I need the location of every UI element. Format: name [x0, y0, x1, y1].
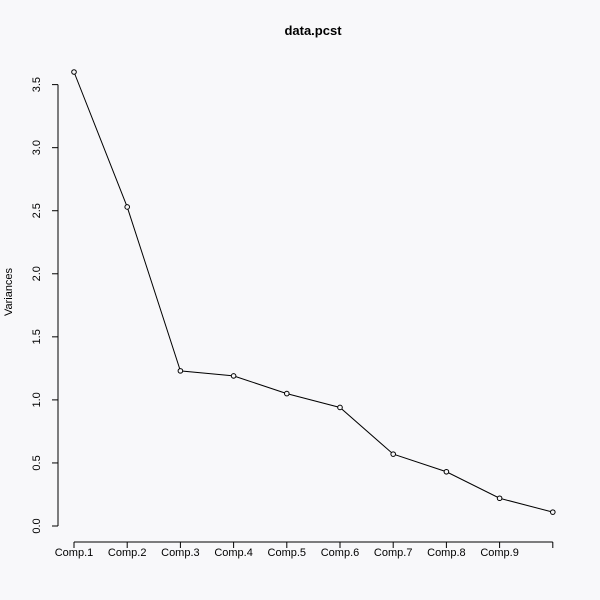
y-tick-label: 2.5 — [31, 203, 43, 218]
data-point — [443, 468, 450, 475]
y-axis-label: Variances — [3, 267, 15, 316]
series-line — [73, 71, 553, 513]
x-tick-label: Comp.9 — [480, 547, 519, 559]
y-tick-label: 2.0 — [31, 266, 43, 281]
data-point — [337, 404, 343, 411]
x-tick-label: Comp.8 — [427, 547, 466, 559]
data-point — [284, 390, 290, 397]
y-tick-label: 1.5 — [31, 329, 43, 344]
x-tick-label: Comp.2 — [108, 547, 147, 559]
data-point — [390, 451, 397, 457]
x-tick-label: Comp.4 — [214, 547, 253, 559]
data-point — [71, 69, 77, 75]
data-point — [496, 495, 503, 502]
y-tick-label: 1.0 — [31, 392, 43, 407]
series-variances — [71, 69, 556, 515]
y-tick-label: 0.5 — [31, 455, 43, 470]
data-point — [124, 204, 130, 210]
data-point — [550, 509, 556, 515]
data-point — [177, 368, 184, 374]
data-point — [230, 373, 237, 379]
y-tick-label: 3.5 — [31, 77, 43, 92]
x-tick-label: Comp.1 — [55, 547, 94, 559]
x-tick-label: Comp.3 — [161, 547, 200, 559]
x-tick-label: Comp.6 — [321, 547, 360, 559]
y-tick-label: 0.0 — [31, 518, 43, 533]
y-tick-label: 3.0 — [31, 140, 43, 155]
chart-title: data.pcst — [284, 23, 342, 38]
x-tick-label: Comp.7 — [374, 547, 413, 559]
axes: 0.0 0.5 1.0 1.5 2.0 2.5 3.0 3.5 Comp.1 Comp.2 Comp… — [31, 77, 554, 559]
x-tick-label: Comp.5 — [268, 547, 307, 559]
